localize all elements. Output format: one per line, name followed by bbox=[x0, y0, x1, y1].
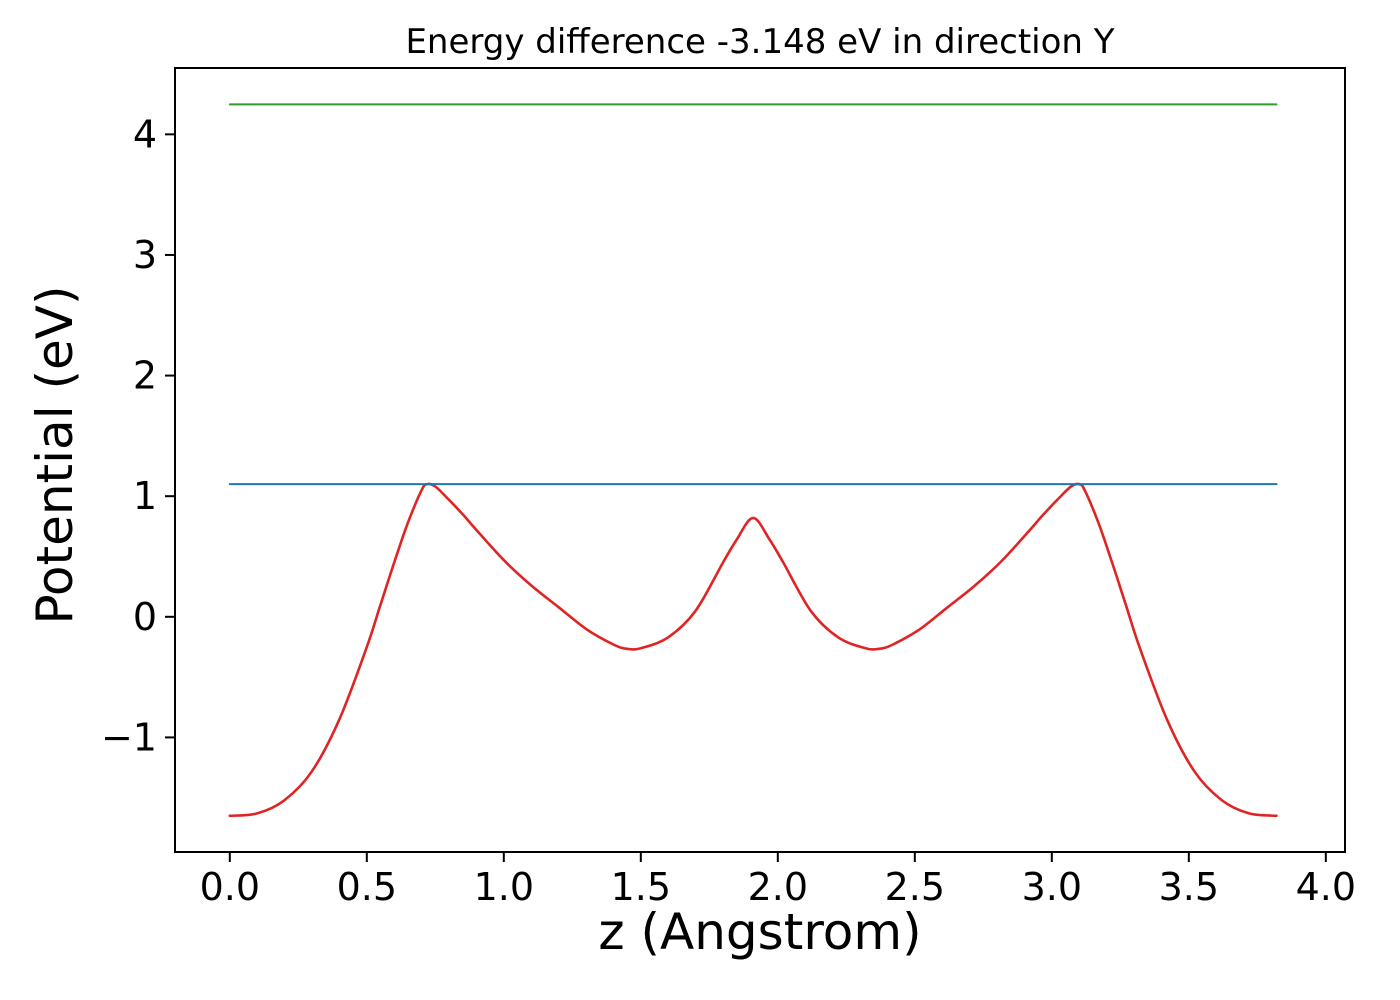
x-tick-label: 0.0 bbox=[200, 865, 260, 909]
x-tick-label: 1.0 bbox=[474, 865, 534, 909]
x-tick-label: 3.0 bbox=[1022, 865, 1082, 909]
y-axis-label: Potential (eV) bbox=[26, 285, 84, 625]
x-tick-label: 2.5 bbox=[885, 865, 945, 909]
x-tick-label: 3.5 bbox=[1159, 865, 1219, 909]
plot-border bbox=[174, 67, 1346, 853]
series-potential-profile bbox=[228, 482, 1278, 818]
y-tick-label: 3 bbox=[133, 233, 157, 277]
x-tick-label: 2.0 bbox=[748, 865, 808, 909]
y-tick-label: −1 bbox=[101, 715, 157, 759]
y-tick-label: 2 bbox=[133, 354, 157, 398]
y-tick-label: 4 bbox=[133, 112, 157, 156]
y-tick-label: 0 bbox=[133, 595, 157, 639]
x-axis-label: z (Angstrom) bbox=[598, 903, 922, 961]
chart-title: Energy difference -3.148 eV in direction… bbox=[405, 22, 1115, 62]
x-tick-label: 1.5 bbox=[611, 865, 671, 909]
x-tick-label: 0.5 bbox=[337, 865, 397, 909]
x-tick-label: 4.0 bbox=[1296, 865, 1356, 909]
y-tick-label: 1 bbox=[133, 474, 157, 518]
